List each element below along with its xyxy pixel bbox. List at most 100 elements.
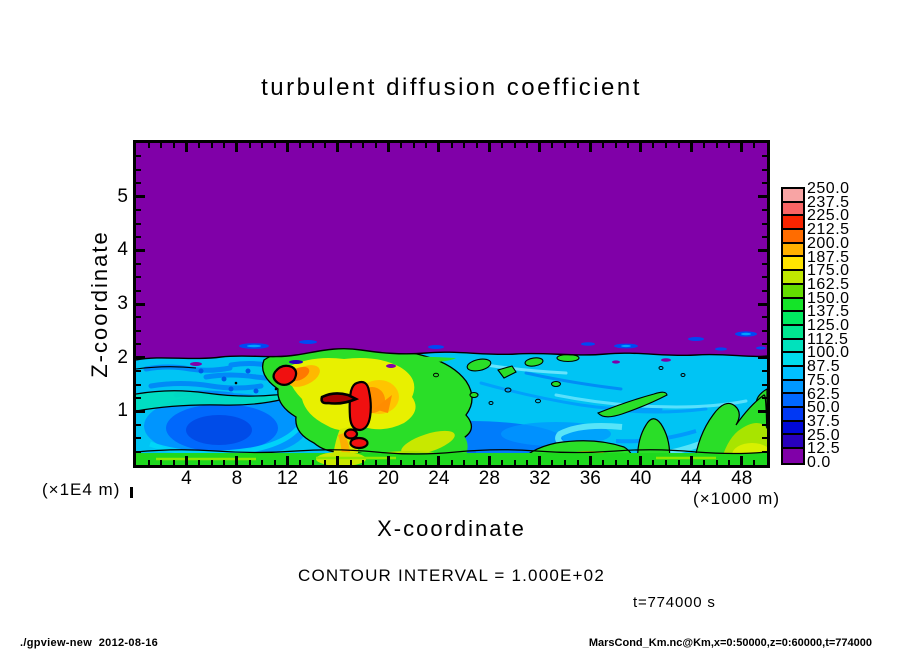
interface-contour xyxy=(136,347,767,370)
time-annotation: t=774000 s xyxy=(633,594,716,611)
x-tick-label: 8 xyxy=(231,468,243,489)
axis-tick xyxy=(588,456,592,465)
axis-tick xyxy=(198,143,201,148)
x-tick-label: 28 xyxy=(478,468,500,489)
colorbar-cell xyxy=(783,339,803,354)
colorbar-cell xyxy=(783,230,803,244)
axis-tick xyxy=(172,143,175,148)
axis-tick xyxy=(487,143,491,152)
axis-tick xyxy=(210,460,213,465)
y-tick-label: 5 xyxy=(117,185,128,207)
y-tick-label: 1 xyxy=(117,400,128,422)
axis-tick xyxy=(652,460,655,465)
axis-tick xyxy=(538,143,542,152)
axis-tick xyxy=(762,316,767,319)
axis-tick xyxy=(487,456,491,465)
axis-tick xyxy=(762,276,767,279)
axis-tick xyxy=(160,143,163,148)
axis-tick xyxy=(762,262,767,265)
axis-tick xyxy=(136,195,145,199)
axis-tick xyxy=(689,143,693,152)
axis-tick xyxy=(311,460,314,465)
axis-tick xyxy=(235,456,239,465)
axis-tick xyxy=(576,460,579,465)
axis-tick xyxy=(762,329,767,332)
axis-tick xyxy=(147,460,150,465)
axis-tick xyxy=(762,222,767,225)
axis-tick xyxy=(362,460,365,465)
footer-command: ./gpview-new 2012-08-16 xyxy=(20,637,159,649)
colorbar-label: 112.5 xyxy=(807,330,849,348)
axis-tick xyxy=(172,460,175,465)
colorbar-label: 237.5 xyxy=(807,193,850,211)
axis-tick xyxy=(758,248,767,252)
axis-tick xyxy=(627,143,630,148)
colorbar-label: 225.0 xyxy=(807,207,850,225)
axis-tick xyxy=(136,356,145,360)
axis-tick xyxy=(689,456,693,465)
x-tick-label: 20 xyxy=(377,468,399,489)
colorbar-cell xyxy=(783,189,803,203)
axis-tick xyxy=(223,143,226,148)
interface-islets xyxy=(190,358,671,368)
axis-tick xyxy=(136,235,141,238)
axis-tick xyxy=(412,460,415,465)
colorbar-label: 87.5 xyxy=(807,358,841,376)
axis-tick xyxy=(526,460,529,465)
axis-tick xyxy=(758,409,767,413)
axis-tick xyxy=(538,456,542,465)
colorbar-cell xyxy=(783,325,803,340)
axis-tick xyxy=(450,143,453,148)
colorbar-label: 75.0 xyxy=(807,371,841,389)
footer-dataset-info: MarsCond_Km.nc@Km,x=0:50000,z=0:60000,t=… xyxy=(588,637,872,649)
axis-tick xyxy=(762,396,767,399)
axis-tick xyxy=(702,143,705,148)
colorbar-label: 200.0 xyxy=(807,234,850,252)
axis-tick xyxy=(500,460,503,465)
axis-tick xyxy=(285,143,289,152)
axis-tick xyxy=(740,456,744,465)
axis-tick xyxy=(248,143,251,148)
axis-tick xyxy=(463,460,466,465)
axis-tick xyxy=(386,143,390,152)
axis-tick xyxy=(677,460,680,465)
axis-tick xyxy=(362,143,365,148)
axis-tick xyxy=(299,143,302,148)
axis-tick xyxy=(762,343,767,346)
axis-tick xyxy=(500,143,503,148)
colorbar-cell xyxy=(783,394,803,408)
axis-tick xyxy=(762,182,767,185)
x-tick-label: 40 xyxy=(630,468,652,489)
axis-tick xyxy=(762,437,767,440)
x-tick-label: 12 xyxy=(276,468,298,489)
axis-tick xyxy=(273,460,276,465)
axis-tick xyxy=(311,143,314,148)
plot-frame xyxy=(133,140,770,468)
axis-tick xyxy=(261,143,264,148)
axis-tick xyxy=(136,329,141,332)
colorbar-label: 150.0 xyxy=(807,289,850,307)
colorbar-cell xyxy=(783,216,803,231)
axis-tick xyxy=(136,302,145,306)
axis-tick xyxy=(639,143,643,152)
axis-tick xyxy=(136,182,141,185)
axis-tick xyxy=(758,356,767,360)
axis-tick xyxy=(762,235,767,238)
axis-tick xyxy=(513,460,516,465)
colorbar-cell xyxy=(783,271,803,285)
axis-tick xyxy=(160,460,163,465)
axis-tick xyxy=(400,143,403,148)
axis-tick xyxy=(513,143,516,148)
colorbar-cell xyxy=(783,298,803,313)
axis-tick xyxy=(551,143,554,148)
axis-tick xyxy=(425,143,428,148)
colorbar-cell xyxy=(783,449,803,463)
axis-tick xyxy=(758,302,767,306)
x-tick-label: 16 xyxy=(327,468,349,489)
axis-tick xyxy=(400,460,403,465)
colorbar-label: 62.5 xyxy=(807,385,841,403)
axis-tick xyxy=(136,276,141,279)
colorbar-cell xyxy=(783,243,803,258)
axis-tick xyxy=(437,456,441,465)
